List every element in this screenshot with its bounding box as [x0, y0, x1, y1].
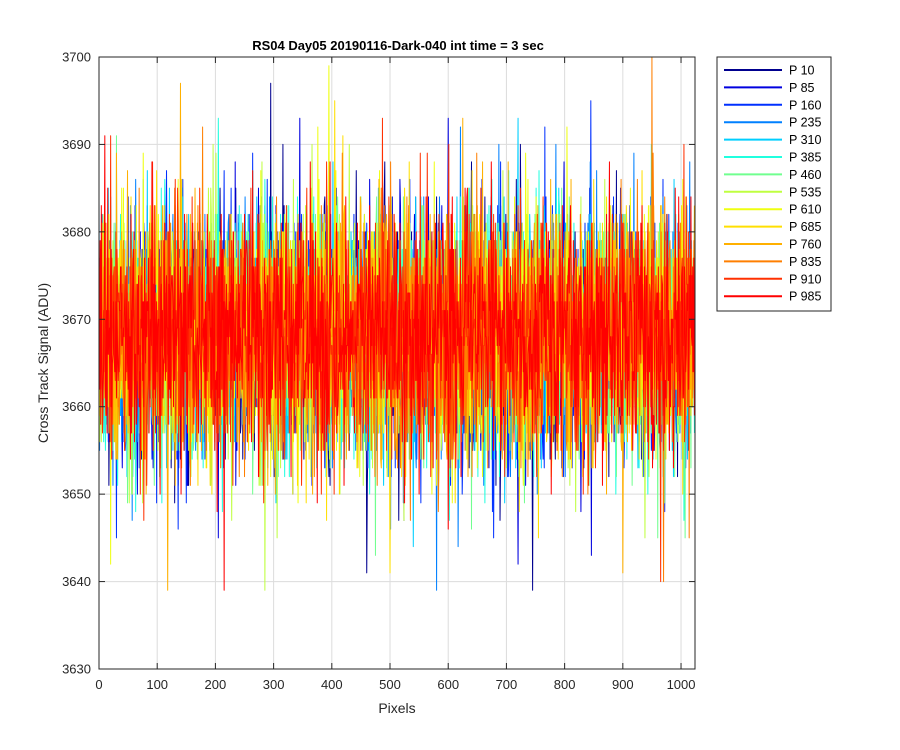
- y-tick-label: 3690: [62, 137, 91, 152]
- legend-entries: P 10 P 85 P 160 P 235 P 310 P 385 P 460 P 535 P …: [724, 64, 821, 304]
- plot-area: 0 100 200 300 400 500 600 700 800 900 1000 3630 3640…: [62, 50, 696, 693]
- y-tick-label: 3640: [62, 574, 91, 589]
- legend-label: P 10: [789, 64, 815, 78]
- y-tick-label: 3630: [62, 662, 91, 677]
- x-tick-label: 500: [379, 677, 401, 692]
- y-tick-label: 3660: [62, 399, 91, 414]
- legend-label: P 235: [789, 116, 821, 130]
- legend-label: P 85: [789, 81, 815, 95]
- x-tick-label: 900: [612, 677, 634, 692]
- legend-label: P 160: [789, 98, 821, 112]
- legend-label: P 910: [789, 272, 821, 286]
- chart-title: RS04 Day05 20190116-Dark-040 int time = …: [252, 38, 544, 53]
- x-tick-label: 0: [95, 677, 102, 692]
- legend-label: P 835: [789, 255, 821, 269]
- legend-label: P 310: [789, 133, 821, 147]
- legend-label: P 610: [789, 203, 821, 217]
- axis-ticks: 0 100 200 300 400 500 600 700 800 900 1000 3630 3640…: [62, 50, 695, 693]
- y-tick-label: 3700: [62, 50, 91, 65]
- legend-label: P 460: [789, 168, 821, 182]
- legend-label: P 685: [789, 220, 821, 234]
- series-line: [99, 135, 695, 591]
- x-tick-label: 100: [146, 677, 168, 692]
- x-tick-label: 400: [321, 677, 343, 692]
- x-tick-label: 300: [263, 677, 285, 692]
- series-lines: [99, 57, 695, 591]
- y-axis-label: Cross Track Signal (ADU): [35, 283, 51, 443]
- y-tick-label: 3680: [62, 224, 91, 239]
- legend-label: P 535: [789, 185, 821, 199]
- x-tick-label: 700: [496, 677, 518, 692]
- legend-box: [716, 56, 832, 312]
- x-tick-label: 200: [205, 677, 227, 692]
- legend-label: P 760: [789, 238, 821, 252]
- plot-frame: [98, 56, 696, 670]
- y-tick-label: 3650: [62, 487, 91, 502]
- x-tick-label: 800: [554, 677, 576, 692]
- legend-label: P 985: [789, 290, 821, 304]
- legend-label: P 385: [789, 151, 821, 165]
- legend: P 10 P 85 P 160 P 235 P 310 P 385 P 460 P 535 P …: [716, 56, 832, 312]
- x-axis-label: Pixels: [378, 700, 415, 716]
- x-tick-label: 1000: [667, 677, 696, 692]
- y-tick-label: 3670: [62, 312, 91, 327]
- x-tick-label: 600: [437, 677, 459, 692]
